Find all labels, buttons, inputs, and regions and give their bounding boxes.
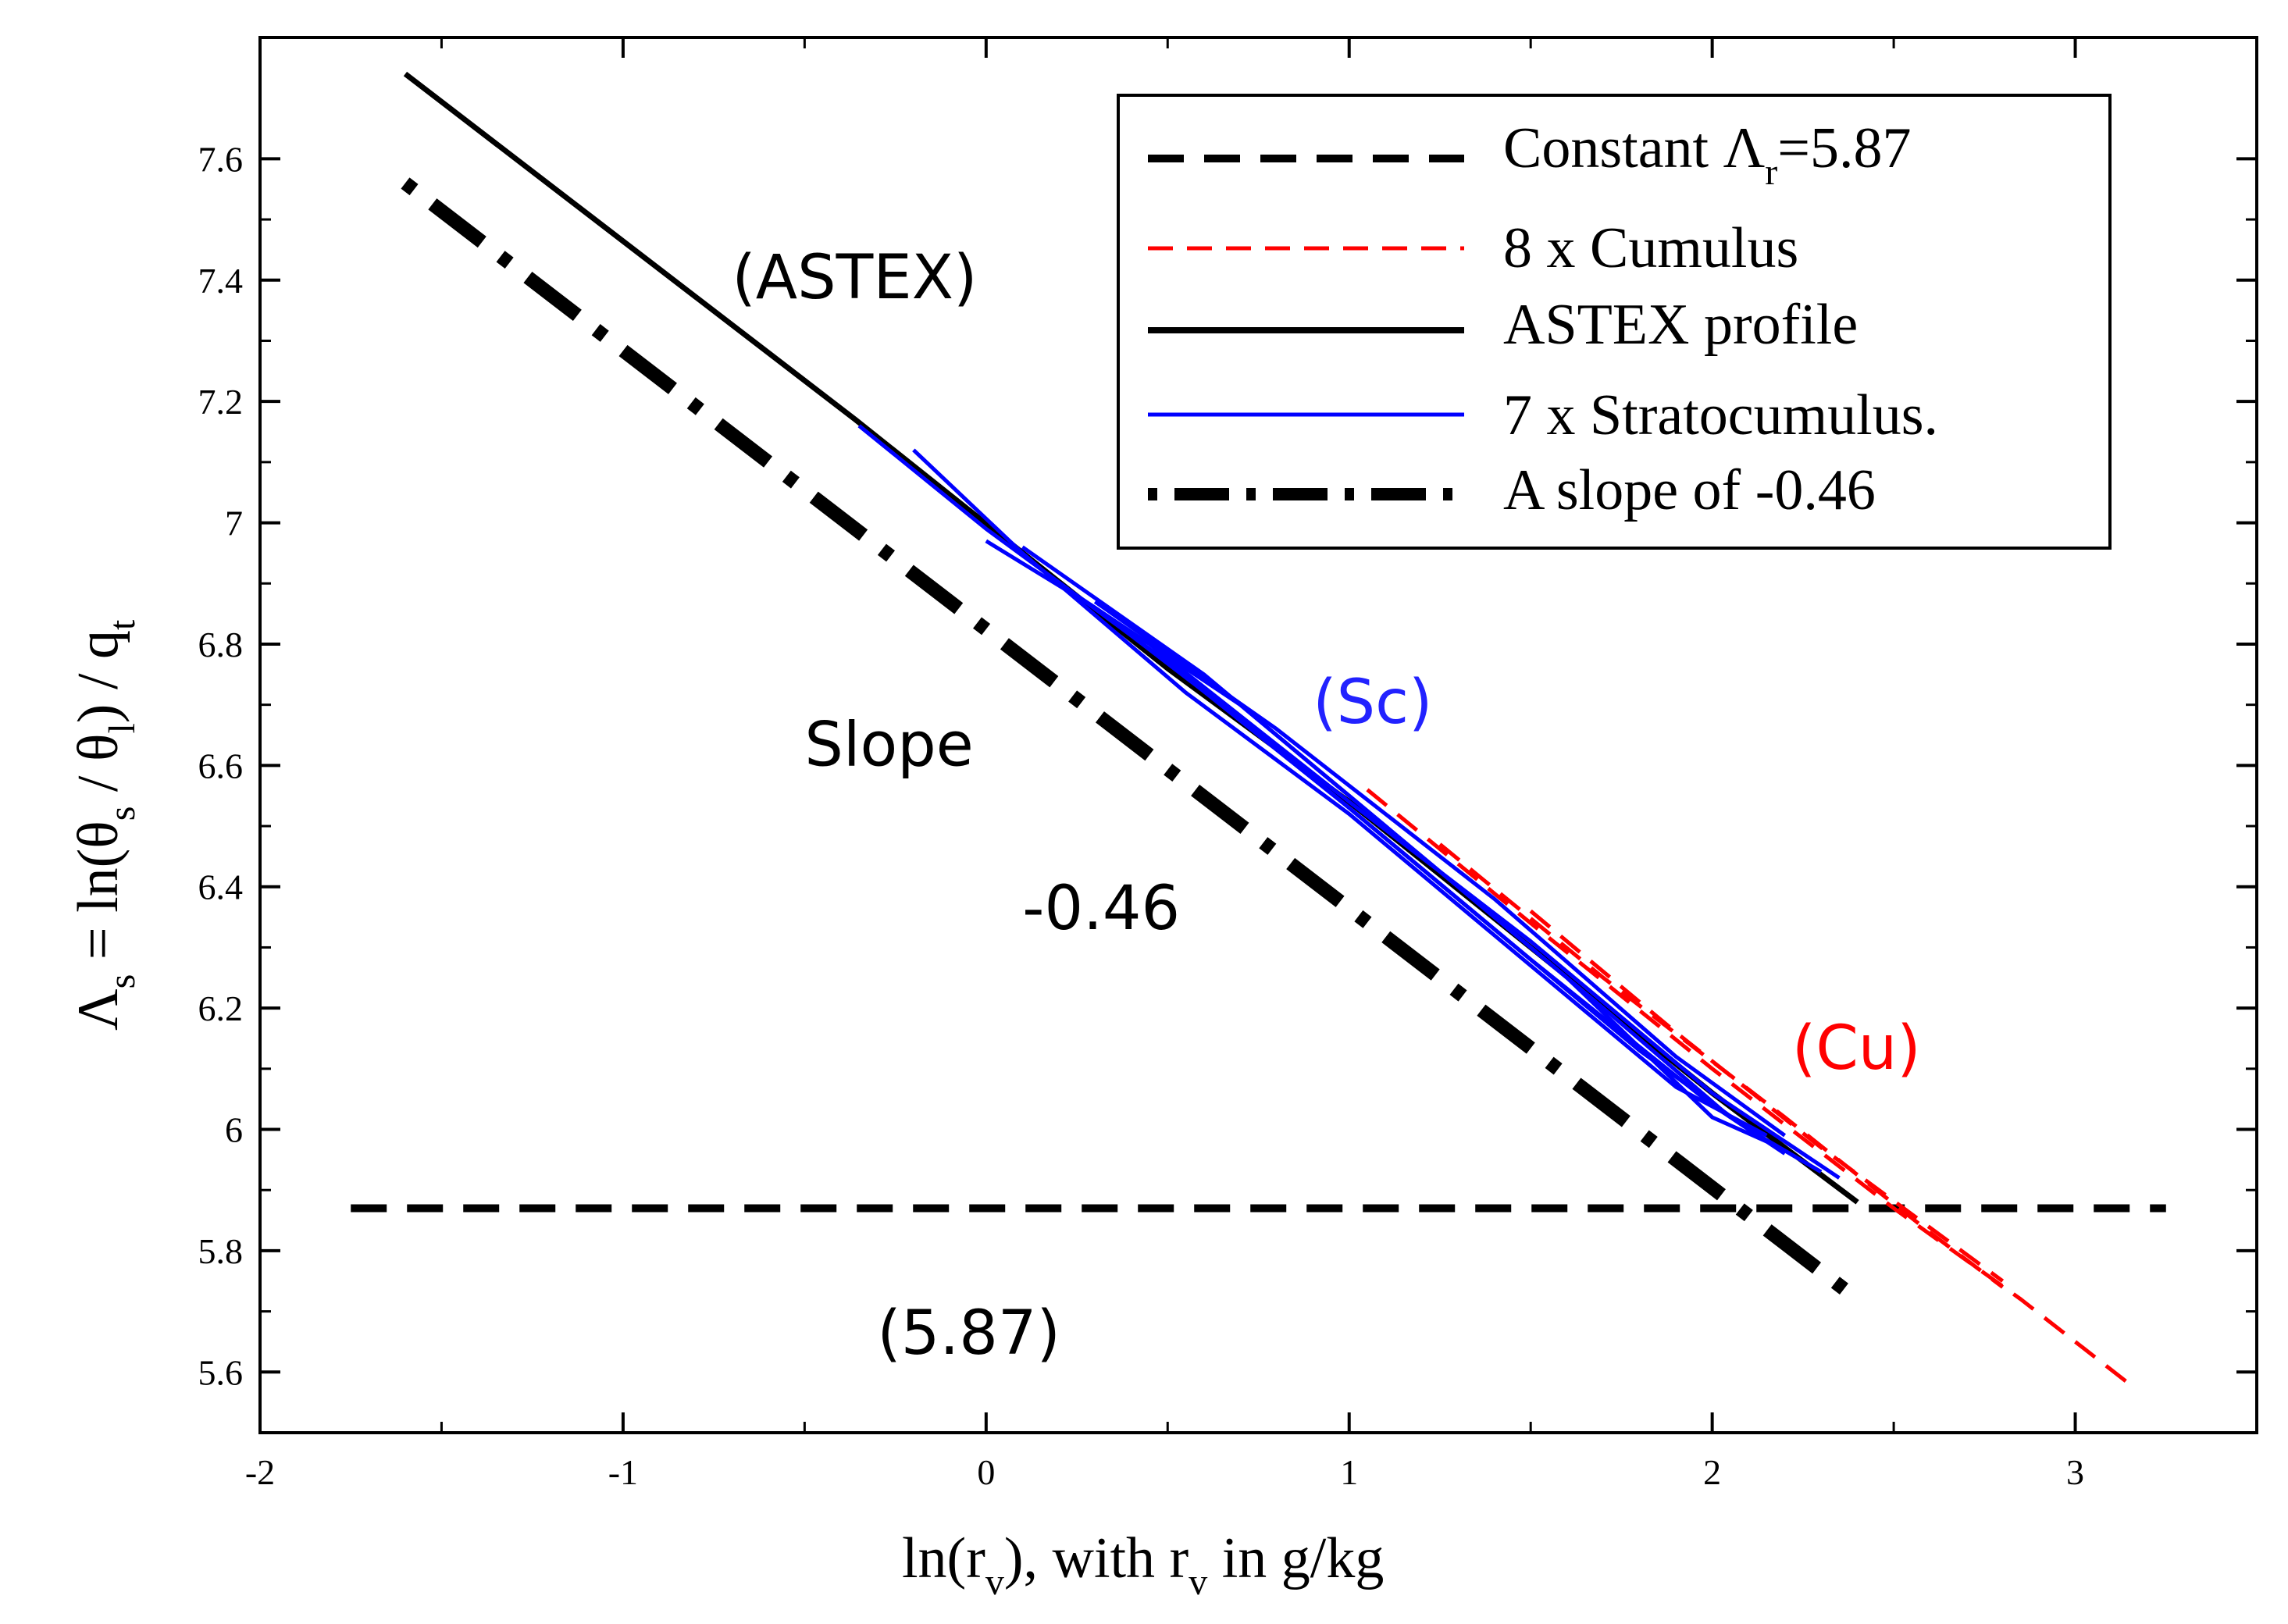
y-tick-label: 7.2 — [198, 382, 244, 422]
y-tick-label: 6.4 — [198, 867, 244, 907]
stratocumulus-line — [912, 448, 1768, 1138]
plot-frame — [258, 36, 2258, 1434]
y-tick-label: 7.6 — [198, 139, 244, 179]
cumulus-line — [1366, 788, 2131, 1386]
x-axis-title: ln(rv), with rv in g/kg — [902, 1526, 1384, 1603]
legend-label-slope: A slope of -0.46 — [1503, 458, 1876, 522]
annotation-label: (Cu) — [1792, 1013, 1921, 1084]
y-axis-title: Λs = ln(θs / θl) / qt — [66, 619, 143, 1031]
legend-label-astex: ASTEX profile — [1503, 293, 1858, 357]
legend-box — [1117, 94, 2112, 550]
legend: Constant Λr=5.87 8 x Cumulus ASTEX profi… — [1117, 94, 2112, 550]
y-tick-label: 6.8 — [198, 625, 244, 664]
slope-line — [401, 177, 1862, 1305]
x-tick-label: 1 — [1340, 1452, 1358, 1492]
x-axis-ticks: -2 -1 0 1 2 3 — [245, 37, 2084, 1492]
annotation-layer: (ASTEX) (Sc) Slope -0.46 (Cu) (5.87) — [732, 243, 1920, 1369]
annotation-label: (ASTEX) — [732, 243, 977, 313]
x-tick-label: -1 — [608, 1452, 638, 1492]
x-tick-label: 2 — [1703, 1452, 1721, 1492]
annotation-label: (Sc) — [1313, 668, 1432, 738]
stratocumulus-line — [1148, 642, 1841, 1180]
annotation-label: -0.46 — [1022, 874, 1180, 944]
y-tick-label: 7 — [225, 504, 243, 543]
y-tick-label: 5.6 — [198, 1352, 244, 1392]
y-tick-label: 6.6 — [198, 746, 244, 785]
y-tick-label: 7.4 — [198, 261, 244, 301]
x-tick-label: 0 — [977, 1452, 995, 1492]
legend-label-cumulus: 8 x Cumulus — [1503, 216, 1798, 280]
legend-label-stratocumulus: 7 x Stratocumulus. — [1503, 383, 1938, 447]
cumulus-line — [1529, 909, 2005, 1283]
stratocumulus-line — [1093, 600, 1787, 1138]
y-axis-ticks: 5.6 5.8 6 6.2 6.4 6.6 6.8 7 7.2 7.4 7.6 — [198, 139, 2257, 1392]
y-tick-label: 6.2 — [198, 988, 244, 1028]
annotation-label: (5.87) — [877, 1298, 1060, 1369]
annotation-label: Slope — [804, 710, 973, 780]
y-tick-label: 6 — [225, 1110, 243, 1150]
series-layer — [351, 71, 2166, 1386]
x-tick-label: 3 — [2066, 1452, 2084, 1492]
legend-label-constant: Constant Λr=5.87 — [1503, 116, 1912, 193]
x-tick-label: -2 — [245, 1452, 275, 1492]
y-tick-label: 5.8 — [198, 1231, 244, 1271]
